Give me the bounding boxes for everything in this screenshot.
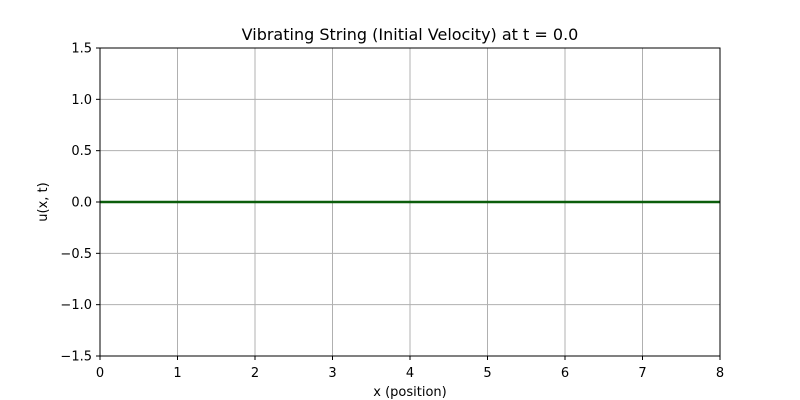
x-tick-label: 7	[638, 366, 646, 381]
chart-title: Vibrating String (Initial Velocity) at t…	[242, 25, 579, 44]
y-tick-label: −1.0	[60, 298, 92, 313]
y-tick-label: 0.0	[71, 196, 92, 211]
y-tick-label: 0.5	[71, 144, 92, 159]
x-tick-label: 1	[173, 366, 181, 381]
x-tick-label: 8	[716, 366, 724, 381]
y-tick-label: −0.5	[60, 247, 92, 262]
x-tick-label: 3	[328, 366, 336, 381]
x-tick-label: 6	[561, 366, 569, 381]
x-tick-label: 5	[483, 366, 491, 381]
x-tick-label: 0	[96, 366, 104, 381]
x-tick-label: 2	[251, 366, 259, 381]
y-tick-label: 1.5	[71, 42, 92, 57]
x-axis-ticks: 0 1 2 3 4 5 6 7 8	[96, 356, 724, 381]
x-axis-label: x (position)	[373, 385, 446, 400]
y-axis-label: u(x, t)	[36, 182, 51, 221]
y-axis-ticks: −1.5 −1.0 −0.5 0.0 0.5 1.0 1.5	[60, 42, 100, 365]
y-tick-label: −1.5	[60, 350, 92, 365]
x-tick-label: 4	[406, 366, 414, 381]
y-tick-label: 1.0	[71, 93, 92, 108]
